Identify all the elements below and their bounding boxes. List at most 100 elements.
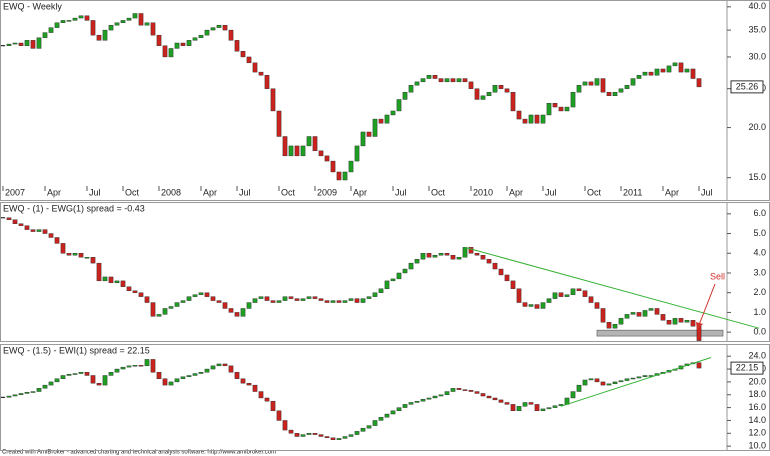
- trendline: [464, 246, 760, 329]
- last-value-label: 22.15: [736, 362, 759, 372]
- annotation: Sell: [710, 271, 725, 281]
- support-band: [596, 329, 724, 337]
- candle: [18, 393, 24, 395]
- candle: [492, 262, 498, 270]
- candle: [402, 268, 408, 274]
- candle: [426, 75, 432, 79]
- candle: [324, 436, 330, 438]
- candle: [36, 229, 42, 232]
- candle: [330, 300, 336, 303]
- candle: [408, 85, 414, 93]
- candle: [348, 298, 354, 301]
- candle: [420, 78, 426, 83]
- candle: [486, 92, 492, 97]
- candle: [474, 88, 480, 100]
- candle: [186, 375, 192, 377]
- candle: [654, 308, 660, 315]
- x-tick-label: Apr: [353, 187, 367, 197]
- candle: [588, 81, 594, 86]
- y-tick-label: 1.0: [753, 307, 766, 317]
- candle: [366, 131, 372, 137]
- candle: [546, 407, 552, 410]
- x-tick-label: Jul: [89, 187, 101, 197]
- candle: [360, 131, 366, 147]
- candle: [216, 300, 222, 303]
- candle: [36, 37, 42, 49]
- candle: [198, 372, 204, 374]
- candle: [114, 22, 120, 26]
- candle: [408, 402, 414, 405]
- y-tick-label: 3.0: [753, 267, 766, 277]
- candle: [486, 395, 492, 399]
- trendline: [560, 357, 712, 407]
- x-tick-label: Jul: [239, 187, 251, 197]
- candle: [174, 302, 180, 307]
- candle: [12, 394, 18, 397]
- x-tick-label: Apr: [509, 187, 523, 197]
- candle: [6, 395, 12, 398]
- candle: [420, 399, 426, 402]
- candle: [72, 253, 78, 256]
- candle: [330, 437, 336, 440]
- candle: [600, 308, 606, 323]
- candle: [450, 78, 456, 83]
- candle: [630, 312, 636, 315]
- candle: [354, 298, 360, 303]
- candle: [678, 318, 684, 323]
- candle: [42, 384, 48, 389]
- x-tick-label: 2010: [473, 187, 493, 197]
- candle: [162, 308, 168, 315]
- candle: [288, 145, 294, 157]
- x-tick-label: Oct: [125, 187, 140, 197]
- candle: [192, 294, 198, 297]
- candle: [186, 40, 192, 46]
- candle: [192, 373, 198, 376]
- candle: [168, 306, 174, 309]
- candle: [504, 88, 510, 93]
- candle: [384, 114, 390, 124]
- candle: [420, 253, 426, 260]
- candle: [30, 40, 36, 49]
- y-tick-label: 35.0: [748, 24, 766, 34]
- candle: [462, 78, 468, 83]
- candle: [510, 92, 516, 112]
- candle: [618, 318, 624, 325]
- candle: [144, 359, 150, 367]
- y-tick-label: 20.0: [748, 122, 766, 132]
- candle: [564, 294, 570, 297]
- candle: [294, 298, 300, 301]
- annotation-arrow: [698, 283, 716, 326]
- candle: [78, 253, 84, 258]
- candle: [558, 292, 564, 297]
- x-tick-label: Jul: [701, 187, 713, 197]
- y-tick-label: 2.0: [753, 287, 766, 297]
- candle: [270, 300, 276, 303]
- candle: [378, 288, 384, 293]
- candle: [684, 320, 690, 323]
- candle: [576, 85, 582, 93]
- candle: [606, 92, 612, 97]
- candle: [324, 300, 330, 303]
- candle: [186, 296, 192, 301]
- candle: [462, 389, 468, 391]
- candle: [408, 262, 414, 270]
- candle: [288, 296, 294, 299]
- candle: [630, 377, 636, 380]
- candle: [372, 420, 378, 426]
- candle: [240, 51, 246, 58]
- candle: [564, 106, 570, 112]
- candle: [270, 88, 276, 112]
- candle: [600, 78, 606, 93]
- candle: [30, 391, 36, 393]
- candle: [330, 160, 336, 173]
- candle: [144, 296, 150, 303]
- candle: [258, 391, 264, 399]
- candle: [234, 40, 240, 52]
- candle: [690, 320, 696, 327]
- candle: [138, 13, 144, 26]
- candle: [522, 118, 528, 124]
- candle: [180, 42, 186, 46]
- candle: [480, 255, 486, 260]
